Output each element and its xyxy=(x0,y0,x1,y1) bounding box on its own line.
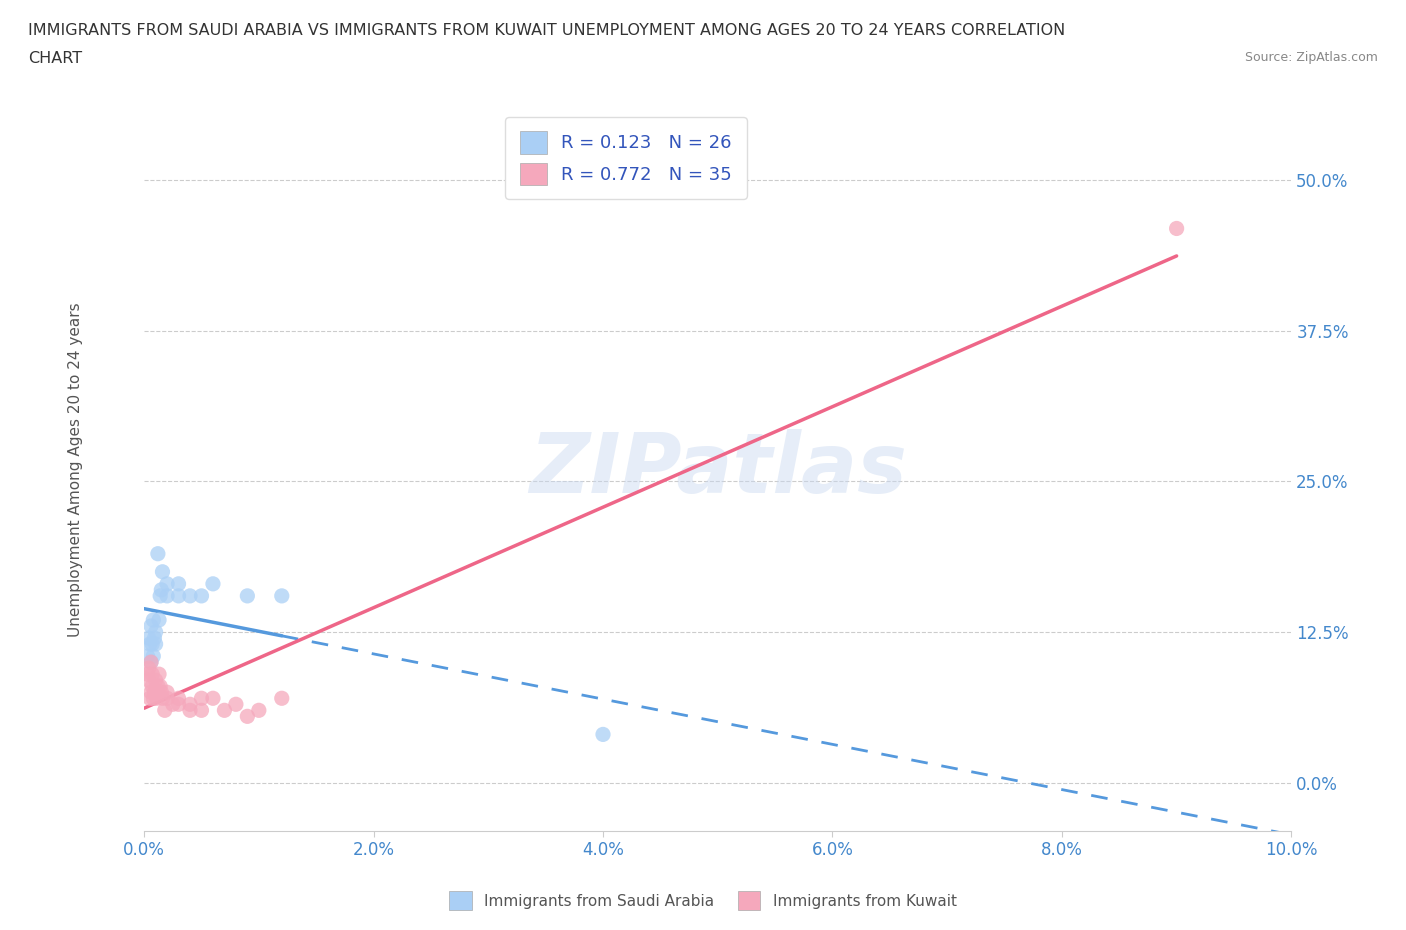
Point xyxy=(190,589,212,604)
Point xyxy=(139,691,162,706)
Point xyxy=(146,679,169,694)
Point xyxy=(167,577,190,591)
Point xyxy=(138,660,160,675)
Legend: Immigrants from Saudi Arabia, Immigrants from Kuwait: Immigrants from Saudi Arabia, Immigrants… xyxy=(441,884,965,918)
Point xyxy=(156,691,179,706)
Point xyxy=(138,672,160,687)
Text: IMMIGRANTS FROM SAUDI ARABIA VS IMMIGRANTS FROM KUWAIT UNEMPLOYMENT AMONG AGES 2: IMMIGRANTS FROM SAUDI ARABIA VS IMMIGRAN… xyxy=(28,23,1066,38)
Legend: R = 0.123   N = 26, R = 0.772   N = 35: R = 0.123 N = 26, R = 0.772 N = 35 xyxy=(505,117,747,199)
Point xyxy=(179,697,201,711)
Point xyxy=(270,589,292,604)
Point xyxy=(139,655,162,670)
Text: Unemployment Among Ages 20 to 24 years: Unemployment Among Ages 20 to 24 years xyxy=(67,302,83,637)
Point xyxy=(236,709,259,724)
Text: ZIPatlas: ZIPatlas xyxy=(529,429,907,510)
Point xyxy=(148,613,170,628)
Point xyxy=(143,631,166,645)
Point xyxy=(156,684,179,699)
Point xyxy=(143,684,166,699)
Point xyxy=(149,589,172,604)
Point xyxy=(139,618,162,633)
Point xyxy=(138,631,160,645)
Point xyxy=(167,691,190,706)
Point xyxy=(142,648,165,663)
Point xyxy=(148,667,170,682)
Point xyxy=(136,667,159,682)
Point xyxy=(141,637,163,652)
Point xyxy=(139,684,162,699)
Point xyxy=(179,703,201,718)
Point xyxy=(139,655,162,670)
Point xyxy=(152,691,174,706)
Text: Source: ZipAtlas.com: Source: ZipAtlas.com xyxy=(1244,51,1378,64)
Point xyxy=(225,697,247,711)
Point xyxy=(247,703,270,718)
Point xyxy=(167,589,190,604)
Point xyxy=(592,727,614,742)
Point xyxy=(145,691,167,706)
Point xyxy=(145,672,167,687)
Point xyxy=(142,613,165,628)
Point xyxy=(141,667,163,682)
Point xyxy=(162,697,184,711)
Point xyxy=(145,684,167,699)
Text: CHART: CHART xyxy=(28,51,82,66)
Point xyxy=(201,577,224,591)
Point xyxy=(190,703,212,718)
Point xyxy=(146,546,169,561)
Point xyxy=(190,691,212,706)
Point xyxy=(141,679,163,694)
Point xyxy=(201,691,224,706)
Point xyxy=(214,703,236,718)
Point xyxy=(150,582,173,597)
Point xyxy=(270,691,292,706)
Point xyxy=(149,679,172,694)
Point xyxy=(150,684,173,699)
Point xyxy=(179,589,201,604)
Point xyxy=(152,565,174,579)
Point xyxy=(136,648,159,663)
Point xyxy=(153,703,176,718)
Point xyxy=(167,697,190,711)
Point xyxy=(145,625,167,640)
Point xyxy=(145,637,167,652)
Point xyxy=(139,637,162,652)
Point xyxy=(156,589,179,604)
Point xyxy=(156,577,179,591)
Point xyxy=(236,589,259,604)
Point xyxy=(1166,221,1188,236)
Point xyxy=(142,691,165,706)
